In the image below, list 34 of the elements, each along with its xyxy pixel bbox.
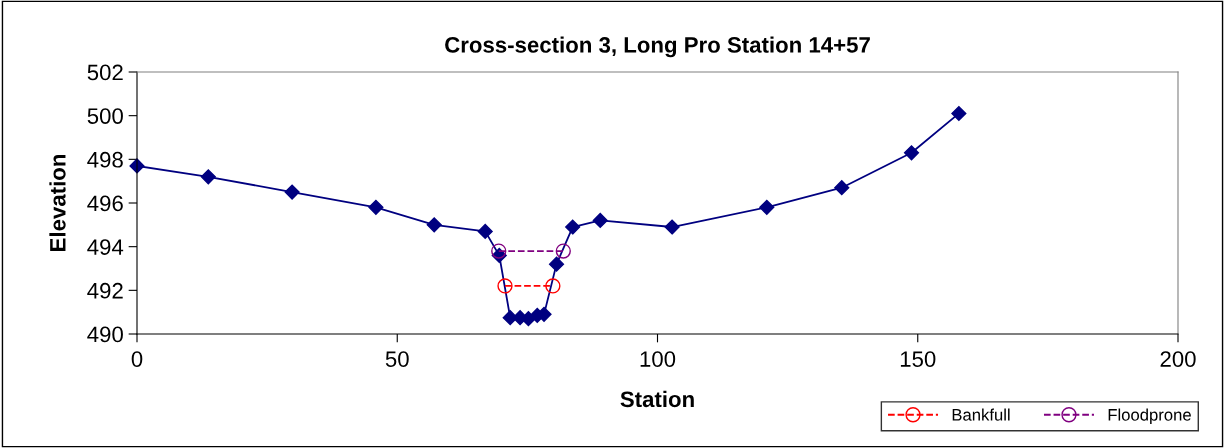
- y-tick-label: 500: [87, 108, 123, 124]
- point: [368, 199, 384, 215]
- x-axis-title: Station: [620, 390, 694, 408]
- y-tick-label: 492: [87, 282, 123, 299]
- point: [477, 223, 493, 239]
- y-tick-label: 490: [87, 326, 123, 343]
- point: [548, 256, 565, 272]
- point: [565, 219, 581, 235]
- x-tick-label: 50: [385, 351, 409, 367]
- point: [903, 145, 920, 161]
- point: [759, 199, 775, 215]
- point: [555, 243, 571, 259]
- point: [664, 219, 680, 235]
- x-tick-label: 0: [131, 351, 143, 367]
- point: [951, 105, 967, 122]
- x-tick-label: 150: [900, 351, 936, 367]
- legend-label: Floodprone: [1108, 408, 1191, 425]
- point: [200, 169, 216, 185]
- point: [284, 184, 300, 200]
- point: [834, 180, 850, 196]
- point: [545, 278, 561, 294]
- point: [592, 212, 608, 229]
- point: [497, 278, 513, 294]
- x-tick-label: 100: [640, 351, 676, 367]
- y-tick-label: 496: [87, 195, 123, 212]
- y-axis-title: Elevation: [49, 154, 66, 251]
- point: [491, 243, 507, 259]
- point: [426, 217, 442, 233]
- y-tick-label: 498: [87, 151, 123, 168]
- y-tick-label: 494: [87, 239, 124, 255]
- chart-title: Cross-section 3, Long Pro Station 14+57: [445, 36, 870, 58]
- legend-label: Bankfull: [952, 408, 1010, 421]
- y-tick-label: 502: [87, 64, 123, 81]
- x-tick-label: 200: [1160, 351, 1196, 367]
